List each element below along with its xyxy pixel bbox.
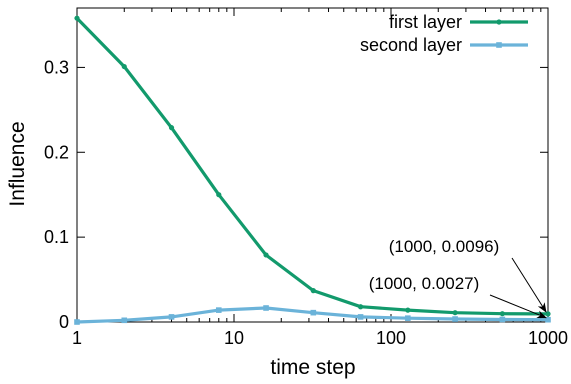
data-point: [215, 307, 222, 313]
data-point: [357, 304, 364, 310]
annotation-arrow: [511, 257, 547, 313]
data-point: [405, 307, 411, 313]
data-point: [121, 63, 127, 70]
legend-marker: [496, 19, 502, 25]
x-tick-label: 1000: [528, 328, 568, 348]
series-layer: [74, 15, 551, 325]
plot-frame: [76, 7, 549, 323]
legend: first layer second layer: [360, 12, 528, 55]
data-point: [545, 316, 551, 323]
data-point: [263, 252, 269, 258]
x-tick-label: 100: [376, 328, 406, 348]
data-point: [357, 314, 364, 320]
data-point: [310, 309, 317, 316]
y-axis-label: Influence: [6, 121, 29, 206]
x-axis-label: time step: [270, 356, 355, 379]
data-point: [405, 315, 411, 321]
axes: 0 0.1 0.2 0.3 1 10 100 1000: [44, 7, 568, 348]
data-point: [310, 288, 316, 294]
legend-label: second layer: [360, 35, 462, 55]
y-tick-label: 0: [59, 312, 69, 332]
y-tick-label: 0.3: [44, 57, 69, 77]
annotation-label: (1000, 0.0027): [369, 274, 480, 293]
data-point: [263, 305, 269, 311]
annotation-label: (1000, 0.0096): [389, 237, 500, 256]
data-point: [499, 316, 506, 323]
legend-label: first layer: [389, 12, 462, 32]
data-point: [74, 319, 80, 325]
series-line-1: [75, 17, 549, 316]
data-point: [216, 192, 222, 198]
data-point: [168, 314, 175, 320]
data-point: [452, 310, 458, 316]
data-point: [545, 311, 551, 317]
legend-marker: [496, 42, 502, 48]
data-point: [168, 125, 175, 131]
annotation-arrow: [489, 294, 547, 319]
data-point: [452, 316, 458, 322]
x-tick-label: 10: [224, 328, 244, 348]
y-tick-label: 0.1: [44, 227, 69, 247]
x-tick-label: 1: [72, 328, 82, 348]
data-point: [74, 15, 80, 21]
y-tick-label: 0.2: [44, 142, 69, 162]
data-point: [121, 317, 128, 324]
data-point: [499, 311, 505, 317]
annotations: (1000, 0.0096) (1000, 0.0027): [369, 237, 547, 319]
